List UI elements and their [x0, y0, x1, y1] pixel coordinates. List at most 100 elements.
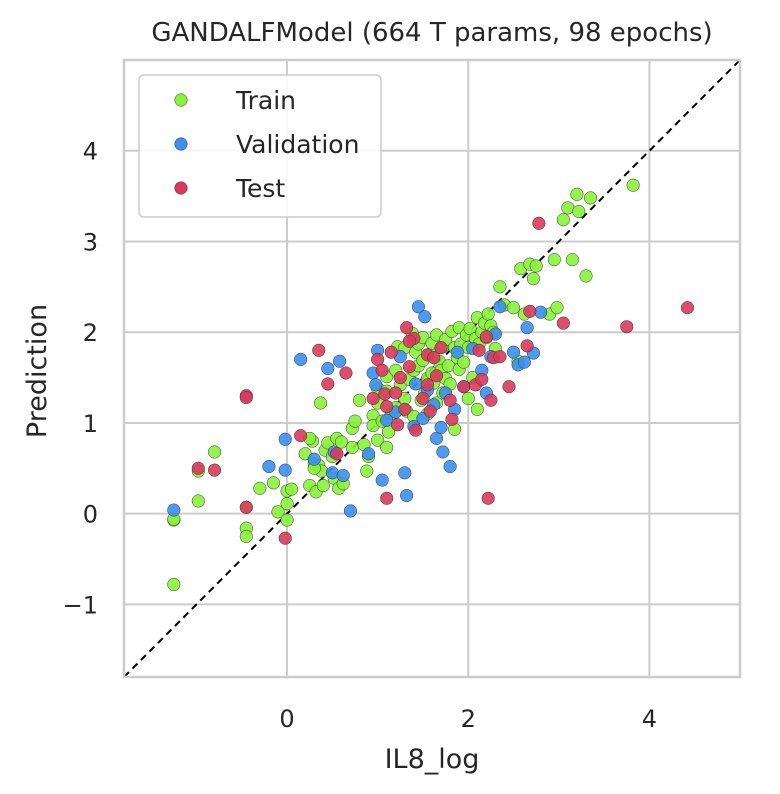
train-point: [316, 478, 330, 493]
test-point: [366, 391, 380, 405]
validation-point: [450, 345, 464, 359]
train-point: [314, 396, 328, 410]
validation-point: [520, 321, 534, 335]
validation-point: [434, 420, 448, 435]
train-point: [239, 529, 253, 543]
y-tick-label: −1: [63, 591, 98, 619]
test-point: [380, 491, 394, 505]
test-point: [321, 377, 335, 391]
validation-point: [333, 354, 347, 368]
test-point: [523, 304, 537, 318]
train-point: [570, 187, 584, 201]
legend-validation-label: Validation: [236, 130, 359, 159]
train-point: [266, 476, 281, 490]
legend-test-label: Test: [235, 174, 285, 203]
y-tick-label: 4: [83, 138, 98, 166]
y-axis-label: Prediction: [22, 304, 53, 438]
train-point: [556, 213, 570, 227]
train-point: [352, 393, 367, 407]
train-point: [208, 445, 222, 459]
validation-point: [343, 504, 358, 518]
train-point: [167, 577, 181, 592]
validation-point: [307, 452, 321, 466]
validation-point: [411, 300, 425, 314]
train-point: [565, 253, 579, 267]
test-point: [384, 345, 398, 359]
legend-validation-marker: [174, 137, 188, 151]
points-layer: [167, 178, 695, 592]
legend-box: [138, 74, 382, 218]
y-tick-label: 0: [83, 501, 98, 529]
validation-point: [400, 488, 414, 503]
test-point: [420, 378, 435, 392]
test-point: [312, 343, 326, 357]
test-point: [434, 341, 448, 355]
train-point: [285, 482, 299, 496]
test-point: [481, 491, 495, 505]
test-point: [520, 339, 534, 353]
validation-point: [362, 447, 376, 461]
train-point: [380, 440, 394, 454]
validation-point: [321, 361, 335, 376]
test-point: [502, 380, 516, 394]
validation-point: [443, 459, 457, 474]
y-tick-label: 1: [83, 410, 98, 438]
test-point: [391, 418, 405, 432]
test-point: [416, 391, 430, 405]
train-point: [493, 280, 507, 294]
test-point: [532, 216, 546, 230]
test-point: [389, 386, 403, 400]
test-point: [443, 393, 457, 407]
train-point: [550, 301, 564, 315]
train-point: [360, 464, 374, 478]
test-point: [445, 412, 459, 426]
validation-point: [278, 432, 292, 446]
test-point: [393, 371, 407, 385]
test-point: [375, 363, 389, 377]
chart-title: GANDALFModel (664 T params, 98 epochs): [151, 18, 712, 48]
train-point: [547, 253, 561, 267]
train-point: [280, 497, 294, 511]
test-point: [409, 423, 423, 437]
plot-border: [122, 58, 742, 679]
test-point: [429, 369, 444, 383]
validation-point: [262, 459, 276, 474]
test-point: [398, 402, 412, 416]
train-point: [506, 301, 521, 315]
x-tick-label: 2: [461, 705, 476, 733]
train-point: [463, 322, 477, 336]
test-point: [457, 380, 471, 394]
train-point: [371, 433, 385, 447]
train-point: [529, 259, 543, 273]
train-point: [271, 505, 285, 519]
test-point: [475, 372, 489, 386]
validation-point: [375, 473, 389, 487]
train-point: [583, 191, 598, 205]
test-point: [191, 461, 205, 475]
test-point: [479, 330, 493, 344]
test-point: [556, 316, 570, 330]
train-point: [334, 435, 348, 449]
train-point: [470, 402, 484, 416]
test-point: [427, 351, 441, 365]
test-point: [380, 400, 394, 414]
train-point: [579, 269, 593, 283]
test-point: [484, 393, 498, 407]
validation-point: [325, 466, 339, 480]
test-point: [208, 463, 222, 477]
test-point: [278, 531, 292, 545]
test-point: [294, 429, 308, 443]
x-axis-label: IL8_log: [385, 744, 480, 775]
plot-frame: [122, 58, 742, 679]
y-tick-label: 3: [83, 228, 98, 256]
validation-point: [506, 345, 521, 359]
validation-point: [336, 469, 350, 483]
validation-point: [493, 300, 507, 314]
legend: Train Validation Test: [138, 74, 382, 218]
tick-labels: 0 2 4 −1 0 1 2 3 4: [63, 138, 657, 733]
legend-train-marker: [174, 93, 188, 107]
y-tick-label: 2: [83, 319, 98, 347]
x-tick-label: 4: [642, 705, 657, 733]
train-point: [345, 440, 359, 454]
validation-point: [294, 352, 308, 366]
